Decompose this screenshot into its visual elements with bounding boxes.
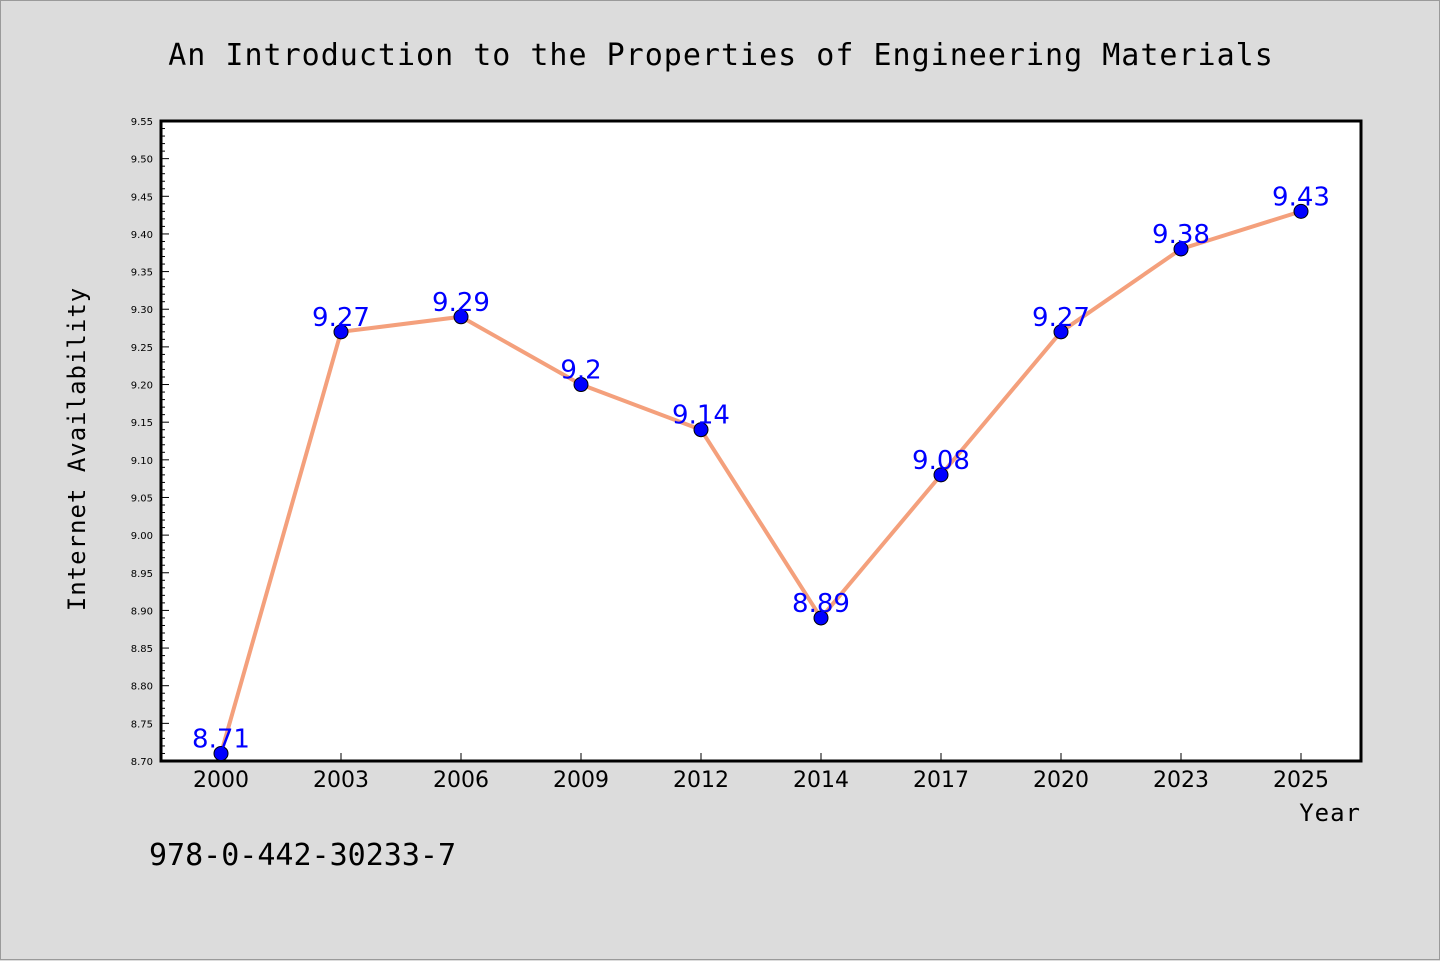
- data-label: 9.38: [1152, 220, 1210, 250]
- data-point: [1053, 324, 1069, 340]
- y-tick-label: 9.15: [131, 418, 153, 429]
- x-axis-label: Year: [1299, 799, 1361, 827]
- x-tick-label: 2012: [673, 768, 729, 793]
- x-axis: 2000 2003 2006 2009 2012 2014 2017 2020 2023 2025: [193, 753, 1329, 793]
- x-tick-label: 2017: [913, 768, 969, 793]
- y-tick-label: 9.10: [131, 456, 153, 467]
- data-label: 9.08: [912, 446, 970, 476]
- data-point: [573, 377, 589, 393]
- y-tick-label: 9.55: [131, 117, 153, 128]
- series-line-group: [219, 209, 1303, 756]
- data-point: [453, 309, 469, 325]
- y-tick-label: 8.75: [131, 719, 153, 730]
- y-tick-label: 8.70: [131, 757, 153, 768]
- x-tick-label: 2025: [1273, 768, 1329, 793]
- x-tick-label: 2014: [793, 768, 849, 793]
- data-label: 9.2: [560, 356, 601, 386]
- x-tick-label: 2003: [313, 768, 369, 793]
- y-tick-label: 8.80: [131, 682, 153, 693]
- data-point: [1173, 241, 1189, 257]
- y-tick-label: 8.90: [131, 606, 153, 617]
- data-point: [333, 324, 349, 340]
- data-point: [933, 467, 949, 483]
- x-tick-label: 2000: [193, 768, 249, 793]
- y-axis-label: Internet Availability: [63, 287, 91, 611]
- data-label: 9.14: [672, 401, 730, 431]
- y-tick-label: 8.95: [131, 569, 153, 580]
- data-point: [693, 422, 709, 438]
- data-label: 9.27: [1032, 303, 1090, 333]
- y-axis: 8.70 8.75 8.80 8.85 8.90 8.95 9.00 9.05 9.10 9.15…: [131, 117, 169, 768]
- plot-area: [159, 119, 1363, 763]
- data-label: 8.71: [192, 724, 250, 754]
- y-tick-label: 9.40: [131, 230, 153, 241]
- data-label: 9.29: [432, 288, 490, 318]
- data-point: [213, 745, 229, 761]
- y-tick-label: 9.50: [131, 155, 153, 166]
- y-tick-label: 9.45: [131, 192, 153, 203]
- x-tick-label: 2020: [1033, 768, 1089, 793]
- data-label: 9.27: [312, 303, 370, 333]
- y-tick-label: 8.85: [131, 644, 153, 655]
- y-tick-label: 9.35: [131, 268, 153, 279]
- x-tick-label: 2006: [433, 768, 489, 793]
- x-tick-label: 2023: [1153, 768, 1209, 793]
- y-tick-label: 9.30: [131, 305, 153, 316]
- y-tick-label: 9.05: [131, 493, 153, 504]
- chart-title: An Introduction to the Properties of Eng…: [168, 38, 1274, 73]
- series-line: [219, 209, 1303, 756]
- data-labels: 8.71 9.27 9.29 9.2 9.14 8.89 9.08 9.27 9.38 9.43: [192, 182, 1330, 754]
- y-tick-label: 9.20: [131, 381, 153, 392]
- data-point: [813, 610, 829, 626]
- x-tick-label: 2009: [553, 768, 609, 793]
- y-tick-label: 9.25: [131, 343, 153, 354]
- data-label: 9.43: [1272, 182, 1330, 212]
- data-point: [1293, 203, 1309, 219]
- isbn-label: 978-0-442-30233-7: [149, 838, 456, 873]
- data-label: 8.89: [792, 589, 850, 619]
- data-markers: [213, 203, 1309, 761]
- y-tick-label: 9.00: [131, 531, 153, 542]
